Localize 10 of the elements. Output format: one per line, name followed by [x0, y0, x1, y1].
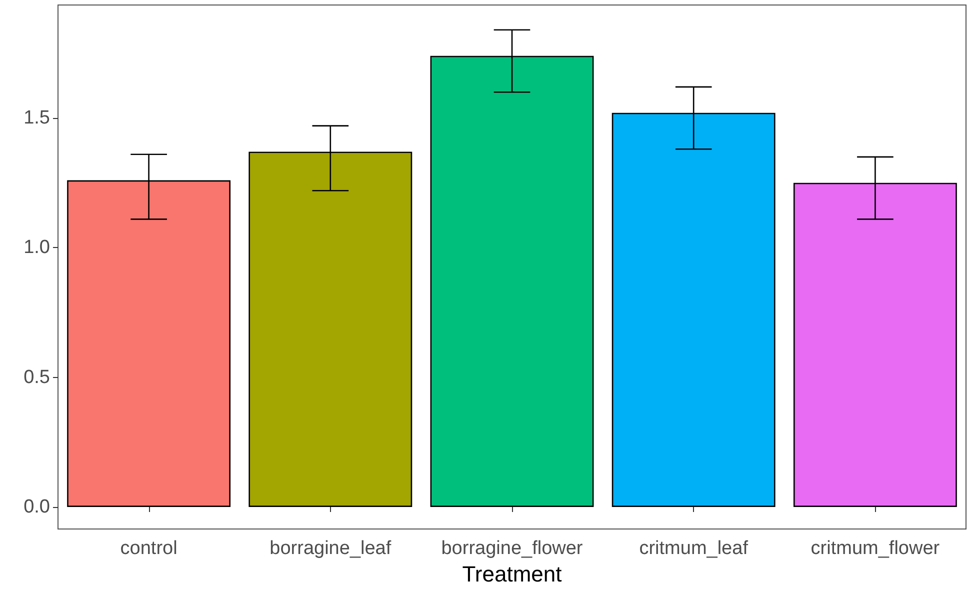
y-tick-label: 0.5	[24, 366, 50, 388]
x-tick-label: borragine_flower	[441, 538, 584, 559]
y-tick-label: 1.0	[24, 237, 50, 258]
y-tick-label: 1.5	[24, 108, 50, 129]
y-tick-label: 0.0	[24, 496, 50, 518]
x-tick-label: critmum_flower	[810, 538, 940, 559]
x-axis-title: Treatment	[462, 562, 562, 586]
x-tick-label: critmum_leaf	[639, 538, 749, 559]
x-tick-label: borragine_leaf	[270, 538, 392, 559]
x-tick-label: control	[120, 538, 178, 559]
